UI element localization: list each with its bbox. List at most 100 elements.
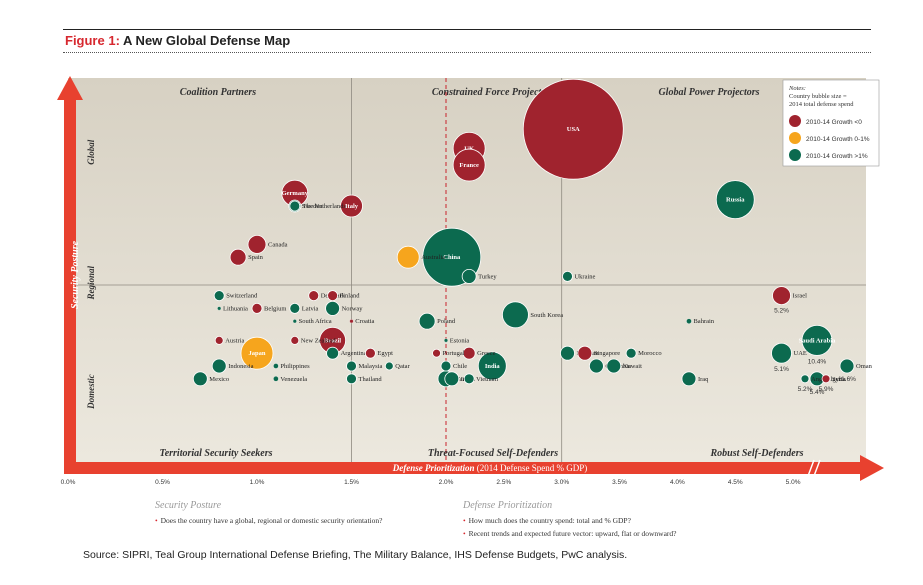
bubble-uae [771,342,792,364]
bubble-label-morocco: Morocco [638,350,661,357]
bubble-ukraine [562,270,573,282]
bubble-italy [340,194,363,218]
bubble-label-greece: Greece [477,350,496,357]
bubble-label-south-africa: South Africa [299,318,332,325]
y-category-label: Regional [86,266,96,301]
bubble-estonia [444,338,448,343]
axis-break-mark-1 [807,459,815,477]
bubble-label-turkey: Turkey [478,273,497,280]
bubble-label-usa: USA [567,126,580,133]
x-axis-arrowhead [860,455,884,481]
bubble-label-oman: Oman [856,363,873,370]
bubble-south-africa [292,319,297,324]
bubble-label-sweden: Sweden [302,203,323,210]
country-bubbles: USAChinaRussiaUKFranceJapanSaudi Arabia1… [192,78,873,396]
bubble-south-korea [502,301,529,329]
bubble-singapore [577,345,593,361]
bubble-austria [214,335,224,345]
quadrant-global-power-projectors: Global Power Projectors [658,87,759,98]
bubble-label-lithuania: Lithuania [223,305,248,312]
legend-swatch-flat [789,132,801,144]
bubble-denmark [308,290,320,302]
bubble-label-kuwait: Kuwait [623,363,642,370]
bubble-label-india: India [485,363,501,370]
bubble-bahrain [686,318,692,324]
x-axis-bar [64,462,864,474]
bubble-label-indonesia: Indonesia [228,363,253,370]
bubble-japan [240,336,274,370]
bubble-value-algeria: 5.4% [810,389,825,396]
bubble-label-south-korea: South Korea [530,312,563,319]
security-posture-item-text: Does the country have a global, regional… [160,516,383,525]
bubble-label-new-zealand: New Zealand [301,337,337,344]
bubble-label-norway: Norway [342,305,364,312]
bubble-label-spain: Spain [248,254,264,261]
bubble-label-brazil: Brazil [324,337,341,344]
bubble-chile [440,360,452,372]
quadrant-constrained-force-projectors: Constrained Force Projectors [432,87,554,98]
bubble-belgium [251,302,263,314]
bubble-label-russia: Russia [726,197,745,204]
bubble-usa [522,78,624,180]
bubble-angola [800,374,810,384]
bubble-label-syria: Syria [832,376,846,383]
x-tick-label: 3.0% [554,479,569,486]
bubble-label-france: France [459,162,479,169]
bubble-label-latvia: Latvia [302,305,319,312]
bubble-label-bahrain: Bahrain [693,318,714,325]
bubble-label-israel: Israel [793,293,808,300]
bubble-russia [715,180,755,220]
bubble-value-angola: 5.2% [798,386,813,393]
bubble-india [477,351,507,381]
y-axis-bar [64,96,76,468]
defense-prioritization-item-1-text: How much does the country spend: total a… [468,516,631,525]
bubble-iraq [681,371,697,387]
legend-label-positive: 2010-14 Growth >1% [806,153,868,160]
bubble-saudi-arabia [801,324,833,356]
security-posture-heading: Security Posture [155,500,222,511]
bubble-lithuania [217,306,222,311]
bubble-morocco [625,347,637,359]
bubble-label-poland: Poland [437,318,456,325]
bubble-label-croatia: Croatia [355,318,374,325]
bubble-label-canada: Canada [268,241,288,248]
bubble-value-uae: 5.1% [774,366,789,373]
bubble-label-venezuela: Venezuela [280,376,307,383]
bubble-value-syria: 5.9% [819,386,834,393]
title-dotted-rule [63,52,871,53]
bubble-label-angola: Angola [811,376,830,383]
legend-swatch-negative [789,115,801,127]
bubble-label-malaysia: Malaysia [359,363,383,370]
notes-line-1: Country bubble size = [789,93,847,100]
bubble-poland [418,312,436,330]
y-category-label: Global [86,139,96,165]
bubble-pakistan [560,345,575,361]
y-category-labels: Domestic Regional Global [86,139,96,410]
notes-legend: Notes: Country bubble size = 2014 total … [782,79,880,167]
quadrant-threat-focused-self-defenders: Threat-Focused Self-Defenders [428,448,558,459]
x-tick-label: 4.5% [728,479,743,486]
bubble-label-portugal: Portugal [443,350,465,357]
bubble-syria [821,374,831,384]
x-tick-label: 4.0% [670,479,685,486]
source-note: Source: SIPRI, Teal Group International … [83,549,628,561]
bubble-label-switzerland: Switzerland [226,293,258,300]
bubble-venezuela [273,376,279,382]
figure-title: Figure 1: A New Global Defense Map [65,33,290,48]
bubble-croatia [349,319,354,324]
y-axis-arrowhead [57,76,83,100]
quadrant-coalition-partners: Coalition Partners [180,87,257,98]
bubble-value-oman: 11.6% [838,376,856,383]
bubble-switzerland [213,290,225,302]
x-tick-label: 3.5% [612,479,627,486]
defense-prioritization-item-2-text: Recent trends and expected future vector… [468,529,677,538]
bubble-new-zealand [290,335,300,345]
bubble-label-iraq: Iraq [698,376,709,383]
bubble-sweden [289,200,301,212]
bubble-label-argentina: Argentina [341,350,367,357]
axes [57,76,884,481]
x-axis-label-main: Defense Prioritization [392,463,475,473]
defense-prioritization-heading: Defense Prioritization [463,500,553,511]
bubble-label-qatar: Qatar [395,363,410,370]
